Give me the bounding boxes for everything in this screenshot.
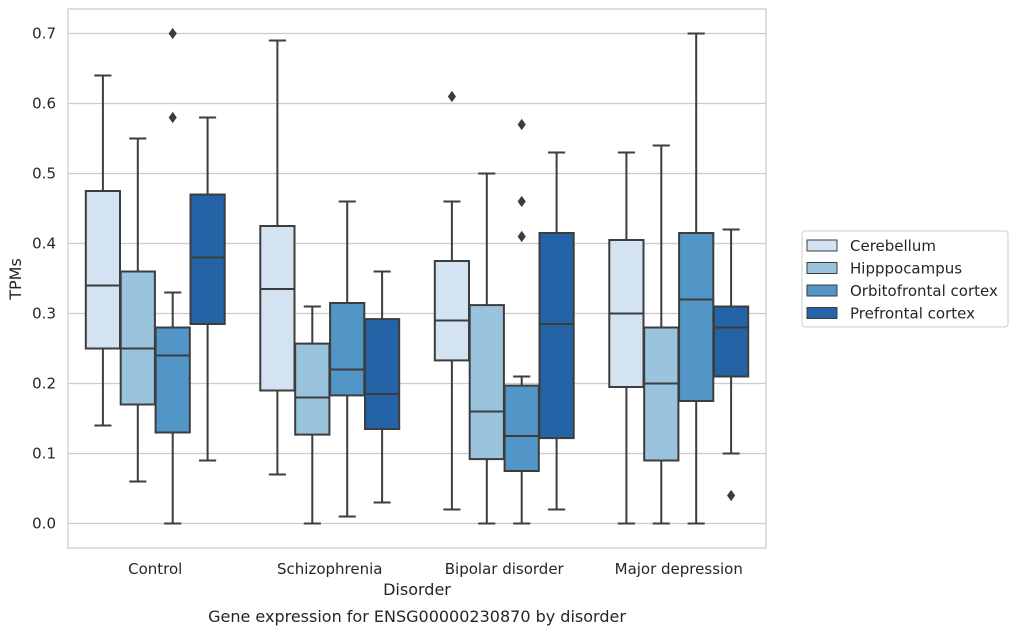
box [329, 200, 366, 518]
box-iqr [468, 304, 505, 461]
y-tick-label: 0.2 [32, 375, 56, 393]
legend-label: Cerebellum [850, 237, 936, 255]
x-tick-label: Bipolar disorder [445, 560, 565, 578]
outlier-point [517, 230, 526, 243]
y-tick-label: 0.4 [32, 235, 56, 253]
outlier-point [447, 90, 456, 103]
outlier-point [517, 118, 526, 131]
x-tick-label: Major depression [615, 560, 743, 578]
box [468, 172, 505, 525]
legend-frame [801, 230, 1009, 328]
box-iqr [363, 318, 401, 431]
y-tick-label: 0.1 [32, 445, 56, 463]
legend-swatch [806, 239, 838, 252]
x-tick-labels: Control Schizophrenia Bipolar disorder Majo… [128, 560, 743, 578]
legend: Cerebellum Hipppocampus Orbitofrontal cort… [801, 230, 1009, 328]
box [503, 118, 540, 525]
box-iqr [643, 326, 680, 462]
y-tick-label: 0.7 [32, 25, 56, 43]
box-iqr [294, 342, 331, 436]
box-iqr [678, 232, 715, 402]
outlier-point [168, 111, 177, 124]
box-iqr [329, 302, 366, 397]
box-iqr [538, 232, 575, 440]
box [363, 270, 401, 504]
box-iqr [259, 225, 296, 392]
box-iqr [712, 305, 750, 378]
legend-swatch [806, 284, 838, 297]
box [119, 137, 156, 483]
boxes [84, 27, 750, 525]
x-axis-label: Disorder [383, 580, 451, 599]
legend-swatch [806, 262, 838, 274]
legend-label: Prefrontal cortex [850, 305, 975, 323]
outlier-point [727, 489, 736, 502]
box [84, 74, 122, 427]
box [294, 305, 331, 525]
chart-caption: Gene expression for ENSG00000230870 by d… [208, 607, 626, 626]
box [678, 32, 715, 525]
box [189, 116, 226, 462]
outlier-point [517, 195, 526, 208]
y-axis-label: TPMs [6, 258, 25, 301]
outlier-point [168, 27, 177, 40]
legend-label: Hipppocampus [850, 260, 962, 278]
box-iqr [84, 190, 122, 350]
box-iqr [154, 326, 191, 434]
box-iqr [433, 260, 471, 362]
legend-swatch [806, 307, 838, 319]
box [712, 228, 750, 502]
box-iqr [119, 270, 156, 406]
y-tick-labels: 0.0 0.1 0.2 0.3 0.4 0.5 0.6 0.7 [32, 25, 56, 533]
box-iqr [503, 384, 540, 473]
x-tick-label: Schizophrenia [277, 560, 382, 578]
box [259, 39, 296, 476]
box [538, 151, 575, 511]
y-tick-label: 0.6 [32, 95, 56, 113]
box [608, 151, 645, 525]
box [643, 144, 680, 525]
y-tick-label: 0.3 [32, 305, 56, 323]
x-tick-label: Control [128, 560, 182, 578]
legend-label: Orbitofrontal cortex [850, 282, 998, 300]
box-iqr [189, 193, 226, 325]
box [433, 90, 471, 511]
y-tick-label: 0.0 [32, 515, 56, 533]
box [154, 27, 191, 525]
y-tick-label: 0.5 [32, 165, 56, 183]
